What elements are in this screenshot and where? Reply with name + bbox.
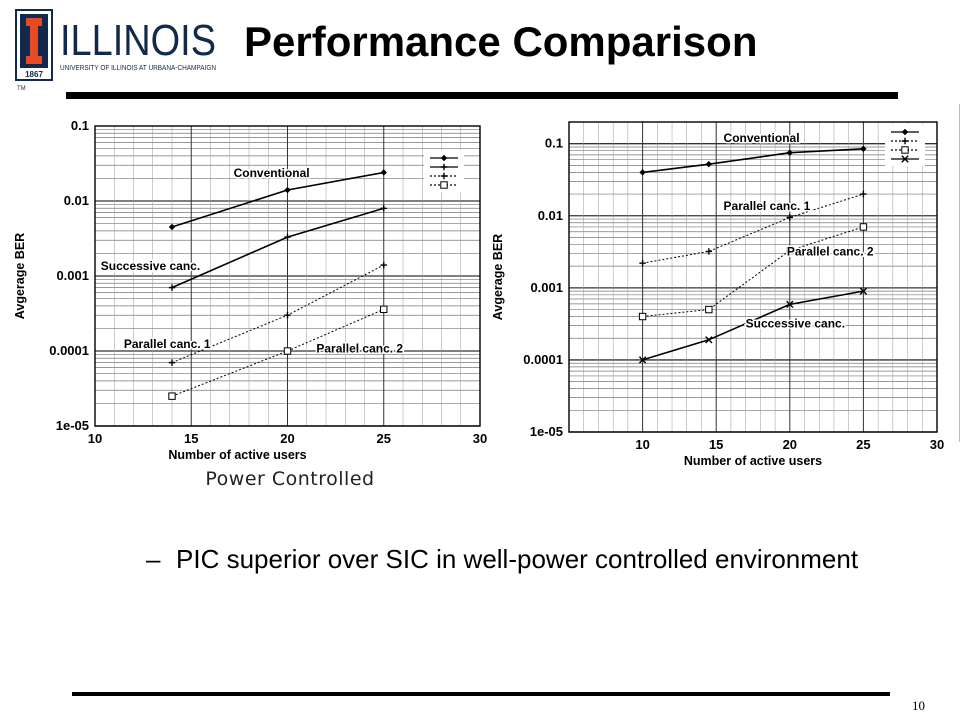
series-parallel-canc-1 [639, 190, 867, 267]
bullet-dash: – [146, 544, 161, 574]
data-point [283, 347, 292, 355]
logo-tm: TM [17, 86, 26, 92]
bullet-point: – PIC superior over SIC in well-power co… [146, 542, 866, 576]
chart-caption: Power Controlled [205, 468, 375, 490]
data-point [705, 336, 713, 344]
data-point [860, 190, 867, 198]
series-parallel-canc-2 [168, 305, 388, 400]
curve-label: Parallel canc. 1 [124, 337, 211, 351]
data-point [786, 214, 793, 221]
x-axis-label: Number of active users [684, 454, 822, 468]
x-tick-label: 10 [88, 431, 102, 446]
series-conventional [639, 145, 867, 176]
data-point [440, 163, 448, 171]
data-point [705, 160, 713, 168]
data-point [284, 233, 291, 241]
curve-label: Successive canc. [746, 317, 845, 331]
data-point [705, 305, 713, 314]
x-tick-label: 15 [184, 431, 198, 446]
data-point [859, 223, 868, 231]
data-point [168, 392, 176, 400]
curve-label: Parallel canc. 2 [787, 245, 874, 259]
university-logo: 1867 ILLINOIS UNIVERSITY OF ILLINOIS AT … [15, 9, 216, 92]
data-point [786, 300, 794, 309]
data-point [859, 287, 868, 295]
legend [424, 150, 464, 192]
grid [94, 126, 481, 427]
y-tick-label: 0.01 [64, 193, 89, 208]
data-point [168, 359, 176, 366]
data-point [901, 137, 909, 145]
series-parallel-canc-2 [638, 223, 868, 321]
y-tick-label: 0.0001 [49, 343, 89, 358]
series-conventional [168, 169, 387, 231]
logo-subtitle: UNIVERSITY OF ILLINOIS AT URBANA-CHAMPAI… [60, 63, 216, 72]
data-point [639, 259, 646, 267]
y-tick-label: 0.01 [538, 208, 563, 223]
curve-label: Conventional [234, 166, 310, 180]
logo-wordmark: ILLINOIS [60, 16, 216, 65]
x-tick-label: 10 [635, 437, 649, 452]
curve-label: Conventional [724, 131, 800, 145]
data-point [380, 305, 388, 313]
page-number: 10 [912, 698, 925, 713]
logo-year: 1867 [25, 70, 43, 79]
plot-frame [568, 121, 938, 433]
series-line [171, 171, 384, 228]
data-point [284, 312, 291, 319]
data-point [901, 146, 909, 154]
data-point [639, 169, 646, 176]
title-divider [66, 92, 898, 99]
data-point [901, 128, 909, 136]
data-point [168, 223, 176, 231]
y-tick-label: 0.1 [71, 118, 89, 133]
y-tick-label: 1e-05 [56, 418, 89, 433]
data-point [638, 356, 647, 364]
slide-title: Performance Comparison [244, 18, 758, 65]
series-line [642, 290, 864, 361]
x-tick-label: 30 [473, 431, 487, 446]
y-tick-label: 0.001 [56, 268, 89, 283]
ber-chart-comparison: 0.1 0.01 0.001 0.0001 1e-05 10 15 20 25 30 Number … [493, 121, 944, 468]
x-tick-label: 20 [783, 437, 797, 452]
plot-frame [94, 125, 481, 427]
series-line [642, 193, 864, 264]
y-tick-label: 0.1 [545, 136, 563, 151]
curve-label: Parallel canc. 2 [316, 342, 403, 356]
series-successive-canc [168, 205, 387, 291]
data-point [380, 261, 387, 269]
y-tick-label: 0.001 [530, 280, 563, 295]
y-axis-label: Avgerage BER [13, 233, 27, 319]
data-point [901, 155, 909, 163]
y-axis-label: Avgerage BER [493, 234, 505, 320]
series-line [642, 226, 864, 317]
x-tick-label: 30 [930, 437, 944, 452]
data-point [168, 284, 176, 291]
y-tick-label: 1e-05 [530, 424, 563, 439]
legend [885, 124, 925, 166]
data-point [786, 246, 794, 255]
series-line [642, 148, 864, 174]
data-point [786, 149, 793, 156]
data-point [638, 312, 647, 321]
footer-divider [72, 692, 890, 696]
data-point [705, 248, 713, 255]
data-point [380, 169, 387, 176]
y-tick-label: 0.0001 [523, 352, 563, 367]
x-tick-label: 15 [709, 437, 723, 452]
data-point [380, 205, 387, 212]
x-tick-label: 25 [377, 431, 391, 446]
data-point [440, 172, 448, 180]
data-point [440, 181, 448, 189]
x-axis-label: Number of active users [168, 448, 306, 462]
x-tick-label: 20 [280, 431, 294, 446]
curve-label: Successive canc. [101, 259, 200, 273]
series-parallel-canc-1 [168, 261, 387, 366]
x-tick-label: 25 [856, 437, 870, 452]
data-point [284, 186, 291, 194]
curve-label: Parallel canc. 1 [724, 199, 811, 213]
series-successive-canc [638, 287, 868, 364]
bullet-text: PIC superior over SIC in well-power cont… [176, 544, 859, 574]
